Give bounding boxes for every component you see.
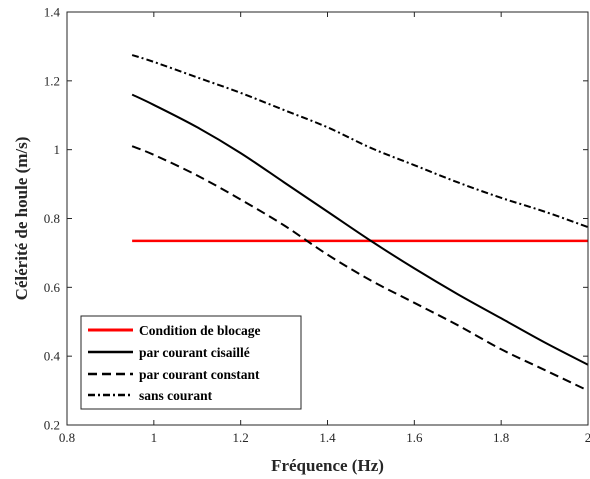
series-line-sans-courant <box>131 54 589 229</box>
x-tick-label: 1.6 <box>406 430 423 445</box>
legend-label-par-courant-cisaille: par courant cisaillé <box>139 345 250 360</box>
x-axis-label: Fréquence (Hz) <box>271 456 384 475</box>
x-tick-label: 1.8 <box>493 430 509 445</box>
y-tick-label: 1 <box>54 142 61 157</box>
legend-label-condition-de-blocage: Condition de blocage <box>139 323 261 338</box>
legend-label-sans-courant: sans courant <box>139 388 213 403</box>
tick-layer: 0.8 1 1.2 1.4 1.6 1.8 2 0.2 0.4 0.6 0.8 1 1.2 1.4 <box>44 5 590 446</box>
series-line-par-courant-cisaille <box>131 93 589 366</box>
y-tick-label: 1.2 <box>44 73 60 88</box>
y-tick-label: 0.6 <box>44 280 61 295</box>
y-tick-label: 0.8 <box>44 211 60 226</box>
legend-label-par-courant-constant: par courant constant <box>139 367 260 382</box>
x-tick-label: 1.4 <box>319 430 336 445</box>
legend: Condition de blocage par courant cisaill… <box>80 315 302 410</box>
x-tick-label: 0.8 <box>59 430 75 445</box>
y-axis-label: Célérité de houle (m/s) <box>12 137 31 301</box>
x-tick-label: 2 <box>585 430 590 445</box>
x-tick-label: 1 <box>151 430 158 445</box>
y-tick-label: 1.4 <box>44 5 61 20</box>
y-tick-label: 0.4 <box>44 349 61 364</box>
series-line-par-courant-constant <box>131 145 589 392</box>
series-layer <box>131 54 589 392</box>
y-tick-label: 0.2 <box>44 418 60 433</box>
x-tick-label: 1.2 <box>233 430 249 445</box>
